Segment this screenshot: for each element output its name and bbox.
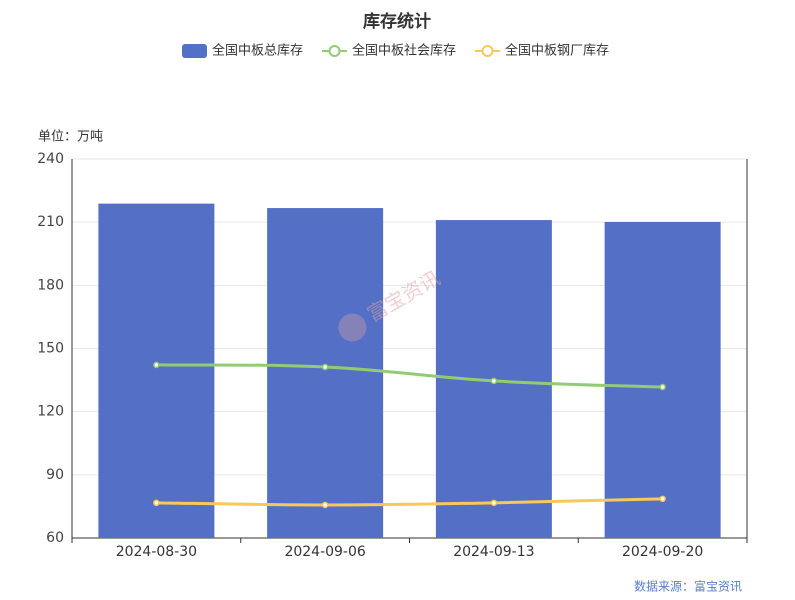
legend-swatch [481,45,494,57]
y-tick-label: 120 [37,404,64,420]
y-unit-label: 单位：万吨 [38,130,103,145]
legend-label: 全国中板社会库存 [352,43,456,59]
bar [98,203,215,539]
bar [604,221,721,538]
point [490,499,498,507]
point [153,499,160,507]
legend-label: 全国中板总库存 [212,43,303,59]
x-tick-label: 2024-09-20 [622,544,703,560]
y-tick-label: 240 [37,151,64,167]
line [156,363,663,389]
point [321,501,329,509]
y-tick-label: 150 [37,341,64,357]
legend-swatch [328,45,341,57]
point [321,363,329,371]
x-tick-label: 2024-09-13 [453,544,534,560]
legend-swatch [182,44,207,58]
y-tick-label: 90 [46,467,64,483]
x-tick-label: 2024-08-30 [116,544,197,560]
y-tick-label: 210 [37,214,64,230]
point [659,495,666,503]
bar [267,208,384,538]
chart-title: 库存统计 [363,11,431,32]
y-tick-label: 60 [46,530,64,546]
point [490,377,498,385]
source: 数据来源：富宝资讯 [634,579,742,594]
legend-label: 全国中板钢厂库存 [505,43,609,59]
watermark-logo [338,313,367,342]
x-tick-label: 2024-09-06 [284,544,365,560]
point [659,383,666,391]
point [153,361,160,369]
line [156,497,663,507]
y-tick-label: 180 [37,277,64,293]
